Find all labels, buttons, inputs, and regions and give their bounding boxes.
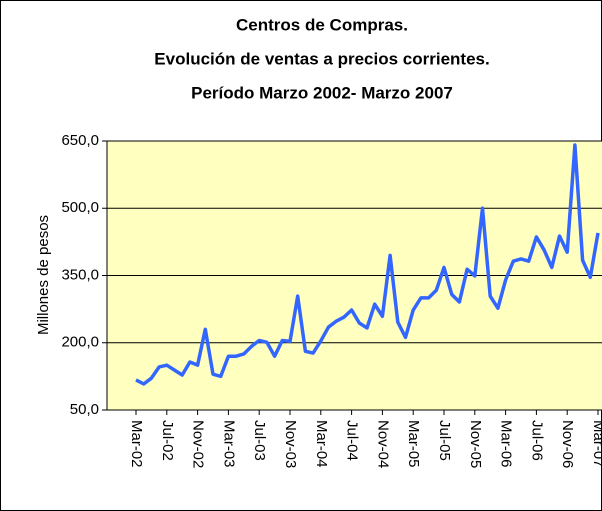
y-tick-label: 200,0: [61, 334, 99, 351]
x-tick-label: Jul-06: [528, 420, 545, 461]
x-tick-label: Nov-03: [282, 420, 299, 468]
y-tick-label: 50,0: [70, 401, 99, 418]
x-tick-label: Mar-04: [313, 420, 330, 468]
x-tick-label: Mar-02: [128, 420, 145, 468]
y-tick-label: 650,0: [61, 132, 99, 149]
x-tick-label: Nov-05: [467, 420, 484, 468]
x-tick-label: Jul-02: [159, 420, 176, 461]
chart-title: Período Marzo 2002- Marzo 2007: [191, 83, 453, 102]
x-tick-label: Nov-06: [559, 420, 576, 468]
x-tick-label: Nov-02: [190, 420, 207, 468]
y-tick-label: 350,0: [61, 266, 99, 283]
x-tick-label: Jul-03: [251, 420, 268, 461]
x-tick-label: Mar-07: [590, 420, 602, 468]
chart-title: Centros de Compras.: [236, 15, 408, 34]
x-tick-label: Jul-04: [344, 420, 361, 461]
line-series: [135, 143, 600, 386]
y-tick-label: 500,0: [61, 199, 99, 216]
x-tick-label: Nov-04: [374, 420, 391, 468]
y-axis-label: Millones de pesos: [35, 215, 52, 335]
chart-title: Evolución de ventas a precios corrientes…: [154, 49, 489, 68]
x-tick-label: Mar-06: [498, 420, 515, 468]
x-tick-label: Jul-05: [436, 420, 453, 461]
x-tick-label: Mar-05: [405, 420, 422, 468]
x-tick-label: Mar-03: [220, 420, 237, 468]
